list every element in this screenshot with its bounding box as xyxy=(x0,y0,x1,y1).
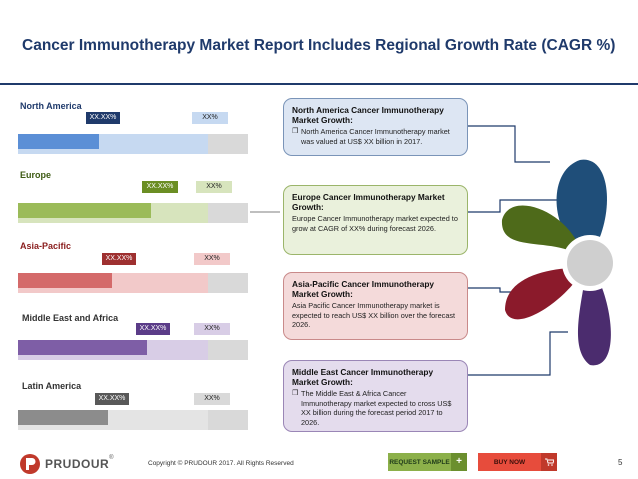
info-box-middle-east: Middle East Cancer Immunotherapy Market … xyxy=(283,360,468,432)
brand-name: PRUDOUR xyxy=(45,457,110,471)
region-label-middle-east-africa: Middle East and Africa xyxy=(22,313,119,323)
bar-value-latin-america xyxy=(18,410,108,425)
brand-trademark: ® xyxy=(109,455,114,461)
cagr-tag-europe: XX% xyxy=(196,181,232,193)
flower-petals xyxy=(501,159,618,366)
request-sample-label: REQUEST SAMPLE xyxy=(389,458,450,466)
checkbox-bullet-icon: ❒ xyxy=(292,128,299,135)
copyright-text: Copyright © PRUDOUR 2017. All Rights Res… xyxy=(148,460,294,467)
info-box-heading: Asia-Pacific Cancer Immunotherapy Market… xyxy=(292,279,435,299)
connector-line-north-america xyxy=(468,125,550,163)
buy-now-button[interactable]: BUY NOW xyxy=(478,453,557,471)
title-divider xyxy=(0,83,638,85)
bar-value-asia-pacific xyxy=(18,273,112,288)
info-box-text: Asia Pacific Cancer Immunotherapy market… xyxy=(292,301,456,329)
bar-value-europe xyxy=(18,203,151,218)
checkbox-bullet-icon: ❒ xyxy=(292,390,299,397)
info-box-asia-pacific: Asia-Pacific Cancer Immunotherapy Market… xyxy=(283,272,468,340)
value-tag-europe: XX.XX% xyxy=(142,181,178,193)
buy-now-label: BUY NOW xyxy=(493,458,526,466)
region-label-europe: Europe xyxy=(20,170,52,180)
hub-center xyxy=(567,240,613,286)
page-title: Cancer Immunotherapy Market Report Inclu… xyxy=(22,37,616,54)
petal-blue xyxy=(556,159,607,248)
region-label-north-america: North America xyxy=(20,101,82,111)
info-box-heading: Middle East Cancer Immunotherapy Market … xyxy=(292,367,434,387)
value-tag-north-america: XX.XX% xyxy=(86,112,120,124)
value-tag-middle-east-africa: XX.XX% xyxy=(136,323,170,335)
info-box-text: North America Cancer Immunotherapy marke… xyxy=(301,127,450,146)
value-tag-latin-america: XX.XX% xyxy=(95,393,129,405)
info-box-text: The Middle East & Africa Cancer Immunoth… xyxy=(301,389,452,427)
info-box-europe: Europe Cancer Immunotherapy Market Growt… xyxy=(283,185,468,255)
brand-logo[interactable]: PRUDOUR ® xyxy=(19,453,114,475)
connector-line-europe xyxy=(468,199,560,213)
cagr-tag-latin-america: XX% xyxy=(194,393,230,405)
region-label-latin-america: Latin America xyxy=(22,381,82,391)
bar-value-middle-east-africa xyxy=(18,340,147,355)
info-box-heading: Europe Cancer Immunotherapy Market Growt… xyxy=(292,192,445,212)
cagr-tag-asia-pacific: XX% xyxy=(194,253,230,265)
cart-icon xyxy=(541,453,557,471)
petal-green xyxy=(501,205,580,250)
region-label-asia-pacific: Asia-Pacific xyxy=(20,241,72,251)
info-box-heading: North America Cancer Immunotherapy Marke… xyxy=(292,105,444,125)
bar-value-north-america xyxy=(18,134,99,149)
connector-line-middle-east xyxy=(468,331,568,376)
petal-red xyxy=(505,268,580,320)
info-box-north-america: North America Cancer Immunotherapy Marke… xyxy=(283,98,468,156)
value-tag-asia-pacific: XX.XX% xyxy=(102,253,136,265)
info-box-text: Europe Cancer Immunotherapy market expec… xyxy=(292,214,458,233)
petal-purple xyxy=(578,278,611,366)
plus-icon: + xyxy=(451,453,467,471)
page-number: 5 xyxy=(618,458,623,467)
prudour-logo-icon xyxy=(20,454,40,474)
cagr-tag-north-america: XX% xyxy=(192,112,228,124)
connector-graphic xyxy=(250,125,618,376)
request-sample-button[interactable]: REQUEST SAMPLE + xyxy=(388,453,467,471)
cagr-tag-middle-east-africa: XX% xyxy=(194,323,230,335)
